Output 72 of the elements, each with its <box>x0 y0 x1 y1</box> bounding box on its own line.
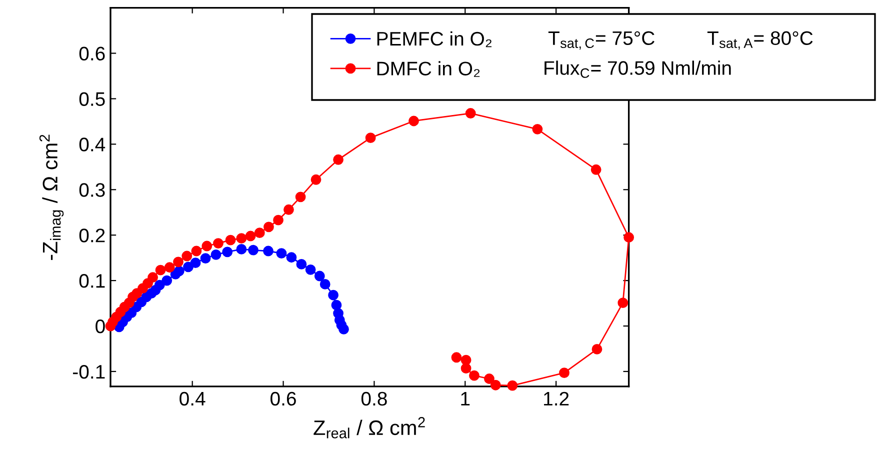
point <box>174 266 184 276</box>
point <box>190 258 201 268</box>
point <box>490 380 501 390</box>
point <box>314 270 325 282</box>
y-tick-label: 0.6 <box>79 46 105 60</box>
point <box>624 232 634 243</box>
text: T$_{sat,A}$= 80°C <box>707 31 813 50</box>
point <box>559 368 570 378</box>
point <box>532 124 543 134</box>
point <box>507 380 518 391</box>
y-tick-label: 0.4 <box>79 138 106 152</box>
x-tick-label: 0.6 <box>270 392 296 406</box>
point <box>236 244 247 254</box>
point <box>365 132 376 144</box>
point <box>451 352 462 363</box>
point <box>331 300 342 310</box>
x-tick-label: 0.4 <box>180 392 206 406</box>
point <box>618 298 628 308</box>
point <box>202 240 212 252</box>
point <box>210 249 222 260</box>
y-tick-label: 0.5 <box>79 92 105 106</box>
y-tick-label: 0 <box>96 319 105 334</box>
point <box>213 238 224 248</box>
point <box>155 264 166 276</box>
point <box>222 246 233 258</box>
point <box>320 278 330 290</box>
point <box>465 108 476 118</box>
point <box>408 116 419 126</box>
point <box>200 253 211 264</box>
annotation: Flux$_{C}$= 70.59 Nml/min <box>544 60 731 78</box>
point <box>273 214 284 226</box>
point <box>310 174 322 185</box>
point <box>236 233 247 244</box>
point <box>191 246 202 256</box>
point <box>333 154 344 165</box>
point <box>328 290 338 300</box>
point <box>296 258 307 270</box>
legend-label: DMFC in O₂ <box>377 61 480 77</box>
point <box>264 222 274 232</box>
point <box>148 272 158 283</box>
point <box>460 354 472 366</box>
point <box>164 262 175 273</box>
y-tick-label: -0.1 <box>73 364 105 379</box>
point <box>284 204 294 215</box>
point <box>154 280 165 290</box>
x-tick-label: 1.2 <box>544 392 569 406</box>
legend-label: PEMFC in O₂ <box>377 31 492 48</box>
y-tick-label: 0.2 <box>79 228 105 242</box>
x-tick-label: 1 <box>461 392 470 406</box>
point <box>248 244 258 256</box>
point <box>286 252 297 263</box>
y-tick-label: 0.1 <box>79 274 105 288</box>
point <box>338 324 349 334</box>
point <box>225 234 236 246</box>
point <box>276 248 287 258</box>
point <box>484 374 494 384</box>
point <box>590 164 602 175</box>
annotation: T$_{sat,C}$= 75°C <box>548 31 654 50</box>
point <box>592 344 602 354</box>
point <box>254 228 265 238</box>
y-tick-label: 0.3 <box>79 183 105 197</box>
point <box>182 250 192 262</box>
y-axis-title: -Z$_{imag}$ / Ω cm$^{2}$ <box>39 134 64 260</box>
point <box>263 246 274 256</box>
point <box>305 264 316 275</box>
point <box>469 370 480 381</box>
point <box>295 192 306 202</box>
point <box>162 275 172 286</box>
x-tick-label: 0.8 <box>361 392 387 406</box>
point <box>245 230 256 242</box>
x-axis-title: Z$_{real}$ / Ω cm$^{2}$ <box>314 417 425 438</box>
point <box>173 256 184 268</box>
